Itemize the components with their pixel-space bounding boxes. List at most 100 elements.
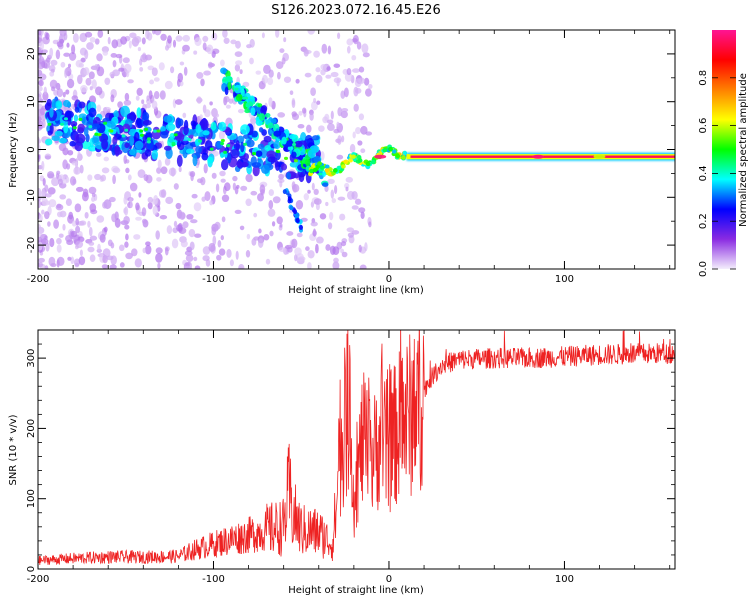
spectrogram-cell (295, 78, 300, 84)
spectrogram-cell (245, 173, 253, 183)
spectrogram-cell (180, 240, 188, 248)
spectrogram-cell (196, 96, 202, 104)
spectrogram-cell (204, 109, 211, 118)
spectrogram-cell (91, 123, 101, 130)
spectrogram-cell (74, 106, 80, 113)
spectrogram-cell (235, 60, 243, 66)
spectrogram-cell (194, 265, 201, 269)
spectrogram-cell (303, 193, 309, 201)
spectrogram-cell (118, 67, 125, 72)
spectrogram-cell (187, 138, 192, 142)
spectrogram-cell (201, 196, 206, 202)
spectrogram-cell (66, 78, 75, 89)
spectrogram-cell (326, 119, 334, 124)
snr-series-line (38, 330, 675, 566)
spectrogram-cell (226, 248, 232, 258)
colorbar-tick-label: 0.2 (698, 213, 709, 229)
spectrogram-cell (62, 99, 71, 108)
spectrogram-cell (211, 226, 217, 236)
spectrogram-cell (264, 144, 271, 152)
spectrogram-cell (110, 242, 115, 249)
y-tick-label: 300 (26, 349, 37, 368)
spectrogram-cell (220, 141, 225, 146)
spectrogram-cell (223, 37, 230, 44)
spectrogram-cell (284, 156, 288, 160)
spectrogram-cell (402, 150, 408, 156)
spectrogram-cell (145, 30, 150, 40)
spectrogram-cell (160, 91, 165, 100)
spectrogram-cell (88, 226, 93, 237)
spectrogram-cell (193, 202, 202, 212)
spectrogram-cell (131, 248, 138, 257)
spectrogram-cell (315, 243, 319, 254)
spectrogram-cell (79, 249, 83, 257)
spectrogram-cell (180, 212, 186, 220)
spectrogram-cell (337, 107, 343, 117)
spectrogram-heatmap (38, 30, 675, 269)
spectrogram-cell (267, 208, 276, 217)
spectrogram-cell (209, 101, 213, 106)
spectrogram-cell (295, 200, 304, 210)
spectrogram-cell (365, 88, 372, 97)
spectrogram-cell (297, 256, 306, 262)
x-tick-label: 0 (386, 274, 392, 285)
spectrogram-cell (127, 79, 134, 84)
spectrogram-cell (38, 257, 45, 263)
spectrogram-cell (252, 152, 257, 156)
spectrogram-cell (349, 143, 356, 153)
spectrogram-cell (192, 154, 198, 167)
spectrogram-cell (125, 167, 130, 174)
spectrogram-cell (127, 174, 132, 181)
snr-frame (37, 329, 676, 570)
spectrogram-cell (78, 117, 83, 121)
spectrogram-cell (60, 122, 64, 126)
spectrogram-cell (62, 159, 68, 170)
spectrogram-cell (229, 259, 234, 267)
spectrogram-cell (109, 264, 117, 269)
spectrogram-cell (315, 74, 323, 84)
spectrogram-cell (198, 139, 202, 143)
spectrogram-cell (58, 178, 63, 186)
spectrogram-cell (160, 33, 167, 41)
spectrogram-cell (56, 256, 65, 267)
spectrogram-cell (159, 214, 168, 220)
spectrogram-cell (147, 196, 154, 203)
spectrogram-cell (267, 77, 274, 86)
spectrogram-cell (51, 98, 56, 110)
spectrogram-cell (351, 68, 360, 73)
spectrogram-cell (222, 30, 228, 38)
spectrogram-cell (395, 153, 401, 159)
spectrogram-cell (88, 107, 97, 118)
spectrogram-cell (153, 129, 158, 133)
spectrogram-cell (331, 198, 337, 204)
spectrogram-cell (64, 117, 68, 121)
spectrogram-cell (332, 261, 340, 269)
spectrogram-cell (145, 174, 153, 184)
spectrogram-cell (47, 171, 55, 179)
spectrogram-cell (303, 48, 309, 57)
spectrogram-cell (310, 87, 316, 97)
spectrogram-cell (56, 170, 61, 175)
spectrogram-cell (336, 121, 340, 127)
spectrogram-cell (166, 225, 173, 235)
spectrogram-cell (75, 240, 84, 249)
spectrogram-cell (45, 242, 50, 252)
spectrogram-cell (178, 166, 182, 173)
spectrogram-cell (293, 159, 298, 163)
spectrogram-cell (263, 135, 272, 143)
spectrogram-cell (258, 113, 266, 121)
spectrogram-cell (87, 220, 91, 228)
colorbar: 0.0 0.2 0.4 0.6 0.8 Normalized spectral ampl… (698, 30, 749, 277)
spectrogram-cell (202, 130, 210, 136)
spectrogram-cell (307, 189, 311, 194)
spectrogram-cell (141, 37, 146, 45)
spectrogram-cell (129, 149, 136, 156)
spectrogram-cell (345, 186, 349, 192)
spectrogram-cell (253, 212, 258, 218)
spectrogram-cell (313, 188, 319, 196)
spectrogram-cell (92, 134, 100, 146)
spectrogram-cell (310, 101, 318, 111)
spectrogram-cell (263, 64, 271, 71)
spectrogram-cell (62, 91, 66, 98)
spectrogram-cell (309, 112, 314, 121)
